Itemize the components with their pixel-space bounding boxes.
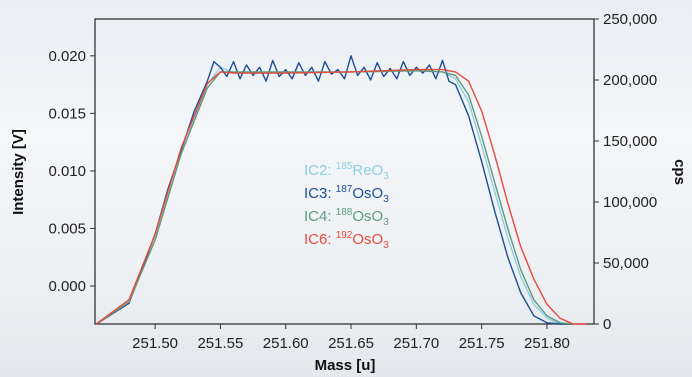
legend-item-ic2: IC2: 185ReO3 bbox=[304, 161, 389, 182]
x-tick-label: 251.60 bbox=[263, 335, 309, 352]
x-tick-label: 251.80 bbox=[524, 335, 570, 352]
legend-item-ic3: IC3: 187OsO3 bbox=[304, 184, 389, 205]
y-right-tick-label: 150,000 bbox=[603, 133, 657, 150]
x-tick-label: 251.70 bbox=[393, 335, 439, 352]
x-axis: 251.50 251.55 251.60 251.65 251.70 251.75 251.… bbox=[132, 324, 570, 352]
y-right-tick-label: 250,000 bbox=[603, 11, 657, 28]
x-tick-label: 251.75 bbox=[459, 335, 505, 352]
y-axis-right: 0 50,000 100,000 150,000 200,000 250,000 bbox=[594, 11, 657, 333]
legend-item-ic4: IC4: 188OsO3 bbox=[304, 207, 389, 228]
x-tick-label: 251.50 bbox=[132, 335, 178, 352]
series-line-ic6 bbox=[95, 68, 587, 325]
y-left-tick-label: 0.020 bbox=[48, 48, 86, 65]
y-right-tick-label: 0 bbox=[603, 316, 611, 333]
y-right-tick-label: 50,000 bbox=[603, 255, 649, 272]
y-right-tick-label: 100,000 bbox=[603, 194, 657, 211]
series-line-ic4 bbox=[95, 70, 574, 325]
y-left-tick-label: 0.015 bbox=[48, 105, 86, 122]
y-left-tick-label: 0.000 bbox=[48, 278, 86, 295]
x-tick-label: 251.55 bbox=[197, 335, 243, 352]
x-tick-label: 251.65 bbox=[328, 335, 374, 352]
legend-item-ic6: IC6: 192OsO3 bbox=[304, 230, 389, 251]
y-right-tick-label: 200,000 bbox=[603, 72, 657, 89]
y-left-tick-label: 0.005 bbox=[48, 220, 86, 237]
series-group bbox=[95, 55, 587, 325]
y-axis-left-title: Intensity [V] bbox=[10, 129, 27, 215]
y-left-tick-label: 0.010 bbox=[48, 163, 86, 180]
series-line-ic3 bbox=[95, 55, 574, 325]
x-axis-title: Mass [u] bbox=[315, 357, 376, 374]
plot-area bbox=[94, 18, 595, 325]
y-axis-left: 0.000 0.005 0.010 0.015 0.020 bbox=[48, 48, 95, 295]
y-axis-right-title: cps bbox=[671, 159, 688, 185]
